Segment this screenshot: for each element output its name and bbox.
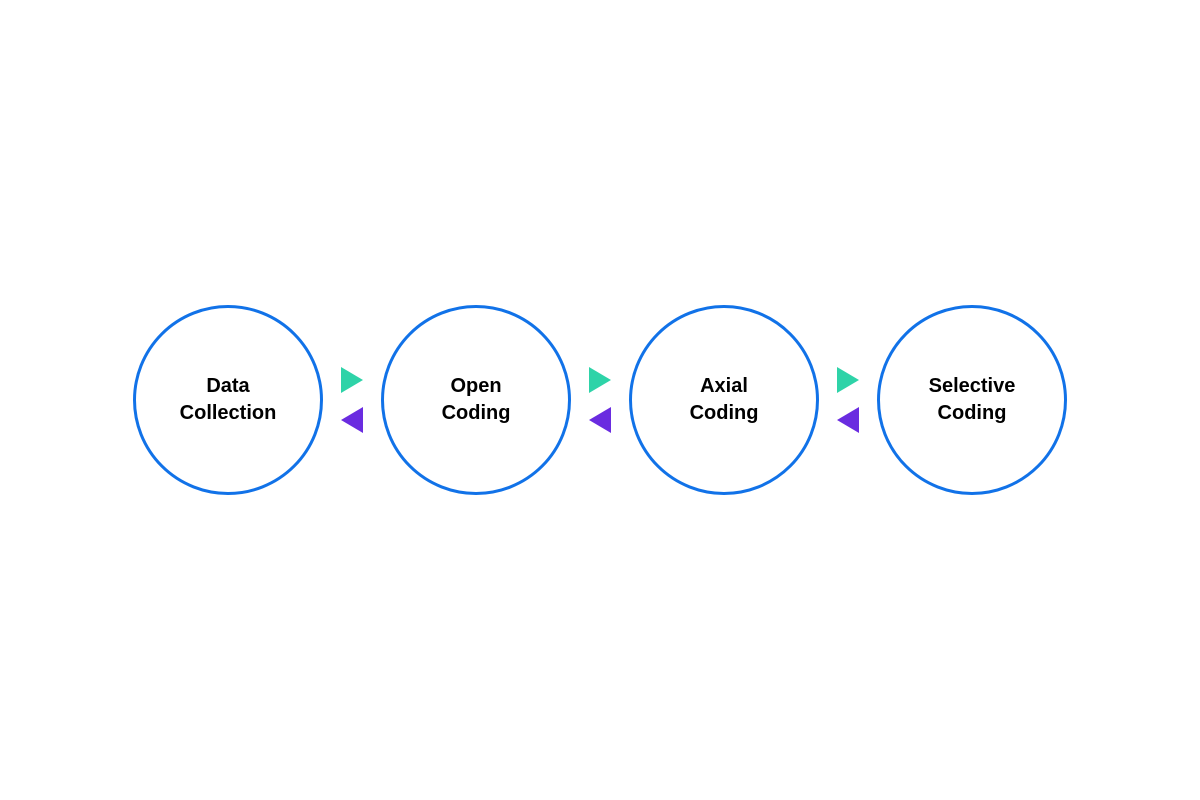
- node-label-line1: Open: [442, 373, 511, 400]
- connector-0: [323, 367, 381, 433]
- node-label-line1: Axial: [690, 373, 759, 400]
- arrow-backward-icon: [837, 407, 859, 433]
- node-label-line2: Collection: [180, 400, 277, 427]
- node-label-open-coding: OpenCoding: [442, 373, 511, 427]
- node-open-coding: OpenCoding: [381, 305, 571, 495]
- arrow-backward-icon: [589, 407, 611, 433]
- node-label-line2: Coding: [929, 400, 1016, 427]
- node-axial-coding: AxialCoding: [629, 305, 819, 495]
- arrow-forward-icon: [341, 367, 363, 393]
- node-label-data-collection: DataCollection: [180, 373, 277, 427]
- node-label-line2: Coding: [690, 400, 759, 427]
- connector-1: [571, 367, 629, 433]
- node-label-line1: Selective: [929, 373, 1016, 400]
- connector-2: [819, 367, 877, 433]
- arrow-backward-icon: [341, 407, 363, 433]
- process-flow-diagram: DataCollectionOpenCodingAxialCodingSelec…: [133, 305, 1067, 495]
- node-label-line1: Data: [180, 373, 277, 400]
- node-label-axial-coding: AxialCoding: [690, 373, 759, 427]
- arrow-forward-icon: [589, 367, 611, 393]
- node-data-collection: DataCollection: [133, 305, 323, 495]
- node-label-selective-coding: SelectiveCoding: [929, 373, 1016, 427]
- node-label-line2: Coding: [442, 400, 511, 427]
- node-selective-coding: SelectiveCoding: [877, 305, 1067, 495]
- arrow-forward-icon: [837, 367, 859, 393]
